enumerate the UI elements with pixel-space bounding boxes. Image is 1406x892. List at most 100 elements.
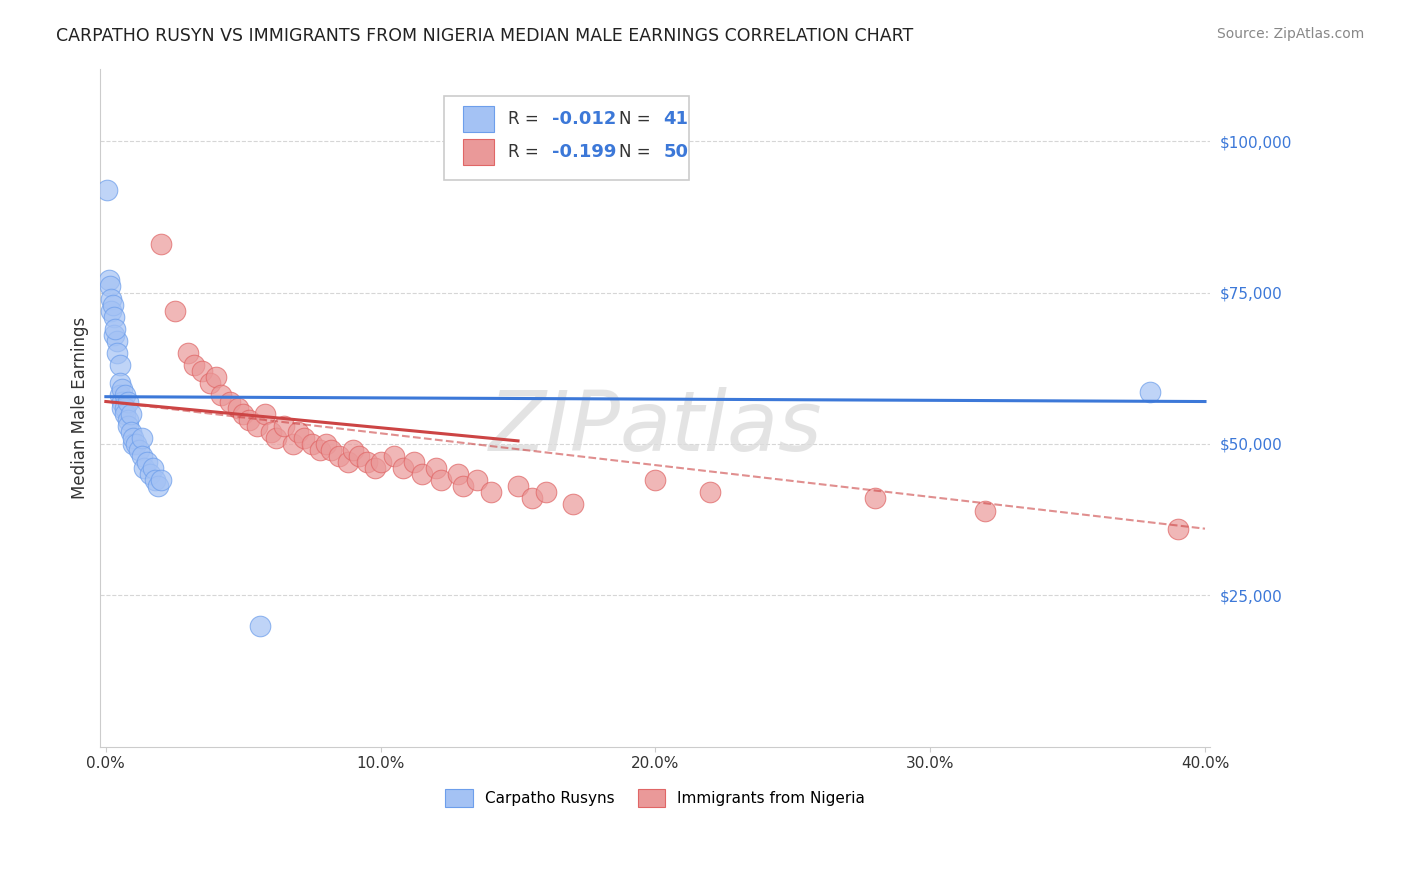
Point — [465, 473, 488, 487]
Point — [273, 418, 295, 433]
Point — [191, 364, 214, 378]
Point — [1139, 385, 1161, 400]
Point — [430, 473, 453, 487]
Text: -0.199: -0.199 — [553, 143, 617, 161]
Point — [287, 425, 309, 439]
Point — [425, 461, 447, 475]
Point — [136, 455, 159, 469]
Point — [97, 273, 120, 287]
Point — [520, 491, 543, 506]
Point — [364, 461, 387, 475]
Point — [114, 388, 136, 402]
Point — [309, 442, 332, 457]
Point — [204, 370, 226, 384]
Point — [218, 394, 240, 409]
Point — [142, 461, 165, 475]
Point — [96, 183, 118, 197]
Point — [411, 467, 433, 482]
Point — [114, 407, 136, 421]
Point — [131, 431, 153, 445]
Point — [226, 401, 249, 415]
Point — [402, 455, 425, 469]
Point — [260, 425, 283, 439]
Point — [974, 503, 997, 517]
Point — [382, 449, 405, 463]
Point — [122, 437, 145, 451]
Text: R =: R = — [508, 111, 544, 128]
Point — [1166, 522, 1188, 536]
Point — [149, 473, 172, 487]
Text: Source: ZipAtlas.com: Source: ZipAtlas.com — [1216, 27, 1364, 41]
Point — [209, 388, 232, 402]
Point — [315, 437, 337, 451]
Point — [103, 310, 125, 324]
Text: R =: R = — [508, 143, 544, 161]
Point — [117, 394, 139, 409]
FancyBboxPatch shape — [464, 106, 495, 132]
Point — [139, 467, 162, 482]
Point — [347, 449, 370, 463]
Point — [146, 479, 169, 493]
Point — [111, 394, 134, 409]
Point — [108, 388, 131, 402]
Point — [183, 358, 205, 372]
Point — [562, 498, 585, 512]
FancyBboxPatch shape — [444, 95, 689, 180]
Point — [98, 279, 121, 293]
Point — [120, 407, 142, 421]
Point — [356, 455, 378, 469]
Point — [301, 437, 323, 451]
Text: N =: N = — [619, 111, 655, 128]
Point — [264, 431, 287, 445]
Point — [101, 298, 124, 312]
Point — [105, 334, 128, 348]
Point — [108, 358, 131, 372]
Point — [200, 376, 222, 391]
Text: CARPATHO RUSYN VS IMMIGRANTS FROM NIGERIA MEDIAN MALE EARNINGS CORRELATION CHART: CARPATHO RUSYN VS IMMIGRANTS FROM NIGERI… — [56, 27, 914, 45]
Point — [246, 418, 269, 433]
Point — [232, 407, 254, 421]
Point — [125, 437, 148, 451]
FancyBboxPatch shape — [464, 139, 495, 165]
Point — [105, 346, 128, 360]
Point — [100, 303, 122, 318]
Point — [506, 479, 529, 493]
Point — [281, 437, 304, 451]
Point — [104, 322, 127, 336]
Point — [149, 237, 172, 252]
Legend: Carpatho Rusyns, Immigrants from Nigeria: Carpatho Rusyns, Immigrants from Nigeria — [440, 783, 872, 814]
Text: -0.012: -0.012 — [553, 111, 617, 128]
Point — [163, 303, 186, 318]
Point — [111, 401, 134, 415]
Point — [865, 491, 887, 506]
Point — [120, 425, 142, 439]
Point — [370, 455, 392, 469]
Point — [321, 442, 343, 457]
Point — [254, 407, 277, 421]
Text: 41: 41 — [664, 111, 688, 128]
Point — [177, 346, 200, 360]
Text: N =: N = — [619, 143, 655, 161]
Point — [131, 449, 153, 463]
Point — [699, 485, 721, 500]
Point — [117, 418, 139, 433]
Text: 50: 50 — [664, 143, 688, 161]
Point — [342, 442, 364, 457]
Point — [336, 455, 359, 469]
Point — [103, 327, 125, 342]
Text: ZIPatlas: ZIPatlas — [489, 387, 823, 468]
Point — [143, 473, 166, 487]
Point — [111, 383, 134, 397]
Point — [134, 461, 156, 475]
Point — [249, 618, 271, 632]
Point — [534, 485, 557, 500]
Point — [644, 473, 666, 487]
Point — [100, 292, 122, 306]
Point — [451, 479, 474, 493]
Point — [122, 431, 145, 445]
Point — [391, 461, 413, 475]
Point — [108, 376, 131, 391]
Point — [114, 401, 136, 415]
Point — [479, 485, 502, 500]
Point — [128, 442, 150, 457]
